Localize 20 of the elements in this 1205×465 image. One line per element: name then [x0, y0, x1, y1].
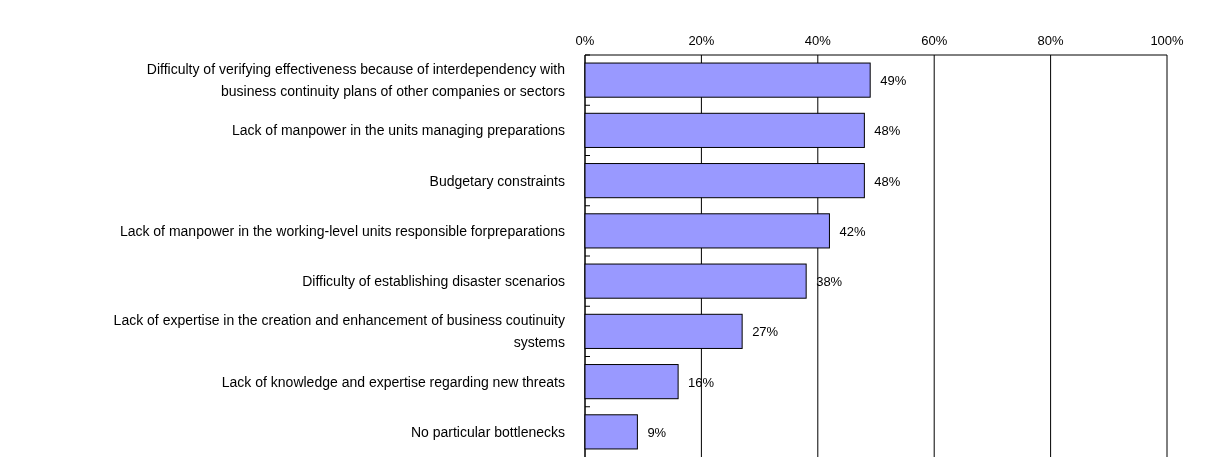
data-label: 9%: [647, 424, 667, 440]
y-tick-label: Difficulty of establishing disaster scenarios: [302, 273, 565, 290]
y-tick-label: Lack of manpower in the working-level units responsible forpreparations: [119, 222, 565, 239]
x-tick-label: 100%: [1150, 33, 1185, 48]
data-label: 27%: [752, 324, 779, 340]
data-label: 49%: [880, 73, 907, 89]
y-tick-label: Difficulty of verifying effectiveness because of interdependency with business continuity plans of other companies or sectors: [146, 61, 565, 100]
y-tick-label: Lack of manpower in the units managing preparations: [231, 122, 565, 139]
data-label: 42%: [839, 223, 866, 239]
x-tick-label: 40%: [804, 33, 832, 48]
data-label: 48%: [874, 123, 901, 139]
x-tick-label: 60%: [921, 33, 948, 48]
y-tick-label: Lack of expertise in the creation and enhancement of business coutinuity systems: [113, 312, 565, 351]
y-tick-label: Lack of knowledge and expertise regarding new threats: [221, 373, 565, 390]
data-label: 48%: [874, 173, 901, 189]
y-tick-label: Budgetary constraints: [429, 172, 565, 189]
x-tick-label: 80%: [1037, 33, 1065, 48]
x-tick-label: 20%: [688, 33, 715, 48]
x-tick-label: 0%: [575, 33, 595, 48]
y-tick-label: No particular bottlenecks: [410, 423, 565, 440]
